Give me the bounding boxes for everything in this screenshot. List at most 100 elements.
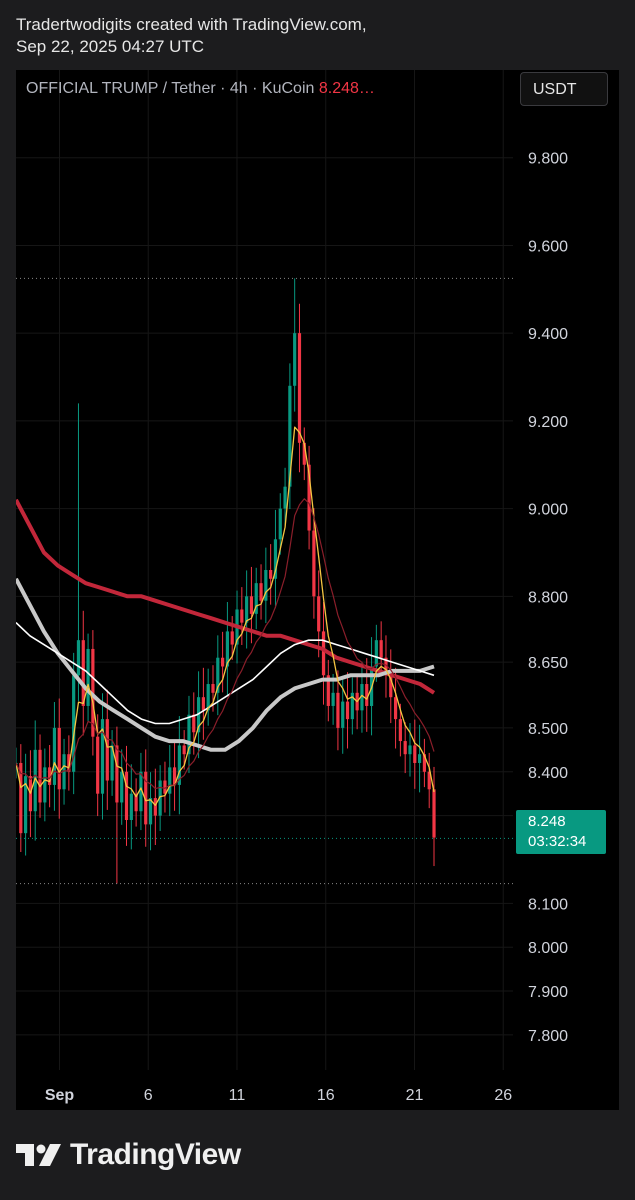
candle-body (254, 583, 258, 614)
y-tick-label: 9.200 (528, 414, 568, 431)
candle-body (427, 771, 431, 790)
candle-body (172, 767, 177, 785)
candle-body (259, 583, 263, 601)
ma-gray-line (16, 577, 435, 752)
candle-body (273, 539, 278, 579)
candle-body (379, 640, 383, 658)
author-line: Tradertwodigits created with TradingView… (16, 15, 367, 34)
candle-body (120, 771, 124, 803)
candle-body (245, 596, 249, 623)
x-tick-label: 6 (144, 1087, 153, 1104)
candle-body (417, 754, 422, 763)
candle-body (72, 675, 76, 772)
candle-body (96, 736, 100, 794)
y-tick-label: 8.000 (528, 940, 568, 957)
candle-body (240, 609, 244, 623)
price-axis: 9.800 9.600 9.400 9.200 9.000 8.800 8.650 8.500… (528, 151, 568, 1045)
bar-countdown: 03:32:34 (528, 833, 587, 850)
x-tick-label: 26 (494, 1087, 512, 1104)
symbol-legend[interactable]: OFFICIAL TRUMP / Tether · 4h · KuCoin 8.… (26, 80, 375, 98)
candle-body (100, 719, 105, 794)
ma-white-line (16, 622, 435, 725)
candle-body (110, 745, 114, 781)
candle-body (331, 692, 335, 706)
candle-body (341, 701, 345, 728)
candle-body (345, 701, 350, 720)
candle-body (216, 657, 220, 693)
currency-unit-button[interactable]: USDT (520, 72, 608, 106)
candle-body (393, 697, 398, 720)
x-tick-label: Sep (45, 1087, 75, 1104)
candle-body (134, 793, 138, 812)
candle-body (52, 727, 57, 785)
y-tick-label: 8.100 (528, 896, 568, 913)
candle-body (57, 727, 61, 790)
candle-body (413, 745, 417, 763)
price-chart[interactable]: 9.800 9.600 9.400 9.200 9.000 8.800 8.650 8.500… (16, 70, 619, 1110)
candle-body (221, 657, 225, 667)
candle-body (33, 749, 37, 812)
ma-darkred-line (16, 498, 435, 790)
candle-body (81, 640, 85, 706)
candle-body (105, 719, 109, 781)
legend-price: 8.248… (318, 80, 375, 97)
candle-body (62, 754, 66, 790)
date-line: Sep 22, 2025 04:27 UTC (16, 37, 205, 56)
candle-body (398, 719, 402, 742)
x-tick-label: 16 (317, 1087, 335, 1104)
y-tick-label: 7.900 (528, 984, 568, 1001)
candle-body (38, 749, 42, 803)
tradingview-logo[interactable]: TradingView (16, 1138, 241, 1172)
candle-body (86, 648, 90, 706)
y-tick-label: 9.000 (528, 502, 568, 519)
y-tick-label: 7.800 (528, 1028, 568, 1045)
candle-body (129, 793, 133, 820)
x-tick-label: 11 (229, 1087, 246, 1104)
y-tick-label: 8.400 (528, 765, 568, 782)
candle-body (158, 780, 162, 816)
candle-body (283, 486, 287, 509)
candle-body (124, 771, 129, 820)
candle-body (201, 697, 205, 711)
candle-body (312, 530, 316, 597)
candle-body (360, 684, 364, 711)
moving-averages (16, 426, 436, 806)
y-tick-label: 9.800 (528, 151, 568, 168)
candle-body (422, 754, 427, 772)
candle-body (264, 570, 268, 601)
candle-body (365, 684, 369, 706)
price-markers (16, 277, 513, 885)
candle-body (139, 771, 143, 812)
grid-lines (16, 70, 513, 1070)
candle-body (48, 767, 52, 785)
candle-body (326, 675, 330, 706)
ma-yellow-line (16, 426, 435, 806)
candle-body (317, 596, 321, 632)
candle-body (293, 333, 297, 386)
candle-body (307, 464, 311, 531)
candle-body (211, 684, 215, 693)
time-axis: Sep 6 11 16 21 26 (45, 1087, 512, 1104)
tradingview-logo-icon (16, 1144, 61, 1166)
candle-body (269, 570, 273, 579)
candle-body (43, 767, 47, 803)
chart-header: Tradertwodigits created with TradingView… (16, 14, 367, 58)
candle-body (177, 745, 181, 785)
candle-body (336, 692, 340, 728)
current-price-value: 8.248 (528, 813, 566, 830)
candle-body (389, 675, 393, 698)
current-price-tag: 8.248 03:32:34 (516, 810, 606, 854)
chart-area[interactable]: 9.800 9.600 9.400 9.200 9.000 8.800 8.650 8.500… (16, 70, 619, 1110)
candle-body (432, 789, 436, 838)
candle-body (321, 631, 326, 676)
y-tick-label: 8.650 (528, 655, 568, 672)
candle-body (196, 697, 201, 733)
candle-body (408, 745, 412, 755)
candle-body (297, 333, 302, 443)
candle-body (230, 631, 234, 645)
candle-body (144, 771, 148, 825)
y-tick-label: 8.800 (528, 589, 568, 606)
y-tick-label: 8.500 (528, 721, 568, 738)
candle-body (24, 776, 28, 834)
candle-body (302, 442, 306, 465)
